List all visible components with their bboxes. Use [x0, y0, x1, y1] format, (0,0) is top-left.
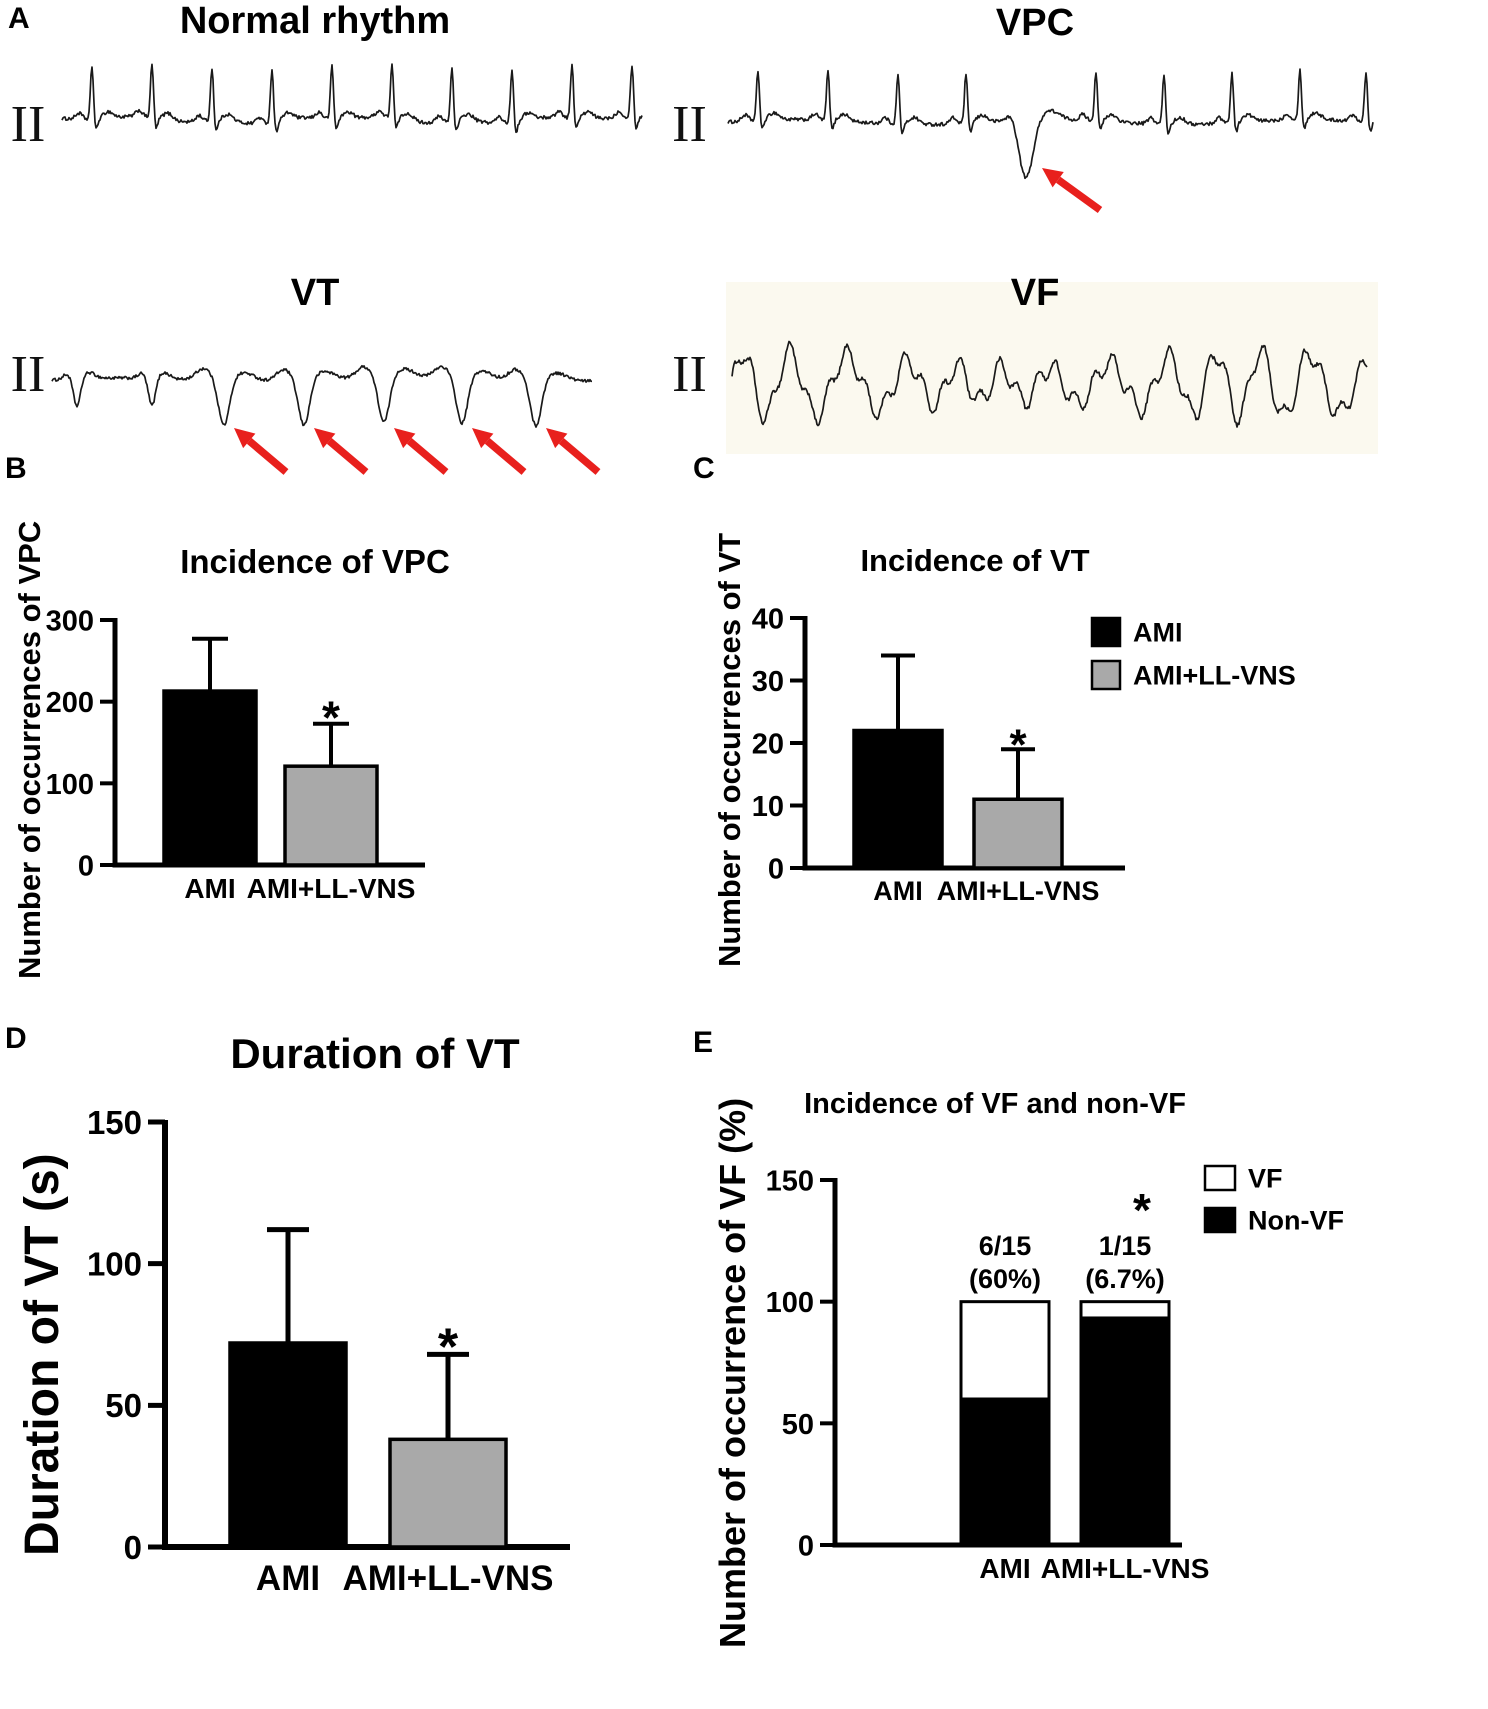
- legend-swatch: [1090, 659, 1122, 691]
- bar-ami: [228, 1341, 348, 1549]
- panel-label-a: A: [8, 2, 30, 35]
- lead-label-vf: II: [672, 346, 707, 403]
- trace-title-normal-rhythm: Normal rhythm: [179, 0, 451, 42]
- y-tick-label: 200: [46, 687, 94, 719]
- y-tick-label: 100: [766, 1287, 814, 1319]
- trace-title-vf: VF: [1010, 272, 1060, 314]
- bar-segment-vf-ami: [959, 1300, 1051, 1401]
- legend-label: VF: [1248, 1164, 1283, 1194]
- ecg-waveform-vt: [51, 364, 592, 428]
- ecg-waveform-vf: [731, 340, 1368, 428]
- chart-incidence-of-vt: 0 10 20 30 40 AMI AMI+LL-VNS AMI AMI+LL-VNS *: [752, 603, 1296, 906]
- vt-arrow-icon: [314, 428, 369, 475]
- chart-c-title: Incidence of VT: [860, 543, 1090, 578]
- y-tick-label: 50: [782, 1409, 814, 1441]
- vt-arrow-icon: [234, 428, 289, 475]
- bar-ami: [852, 728, 944, 870]
- bar-ami: [162, 689, 258, 867]
- bar-annotation: 6/15: [979, 1231, 1032, 1261]
- legend-label: Non-VF: [1248, 1206, 1344, 1236]
- vt-arrow-icon: [546, 428, 601, 475]
- lead-label-normal: II: [10, 96, 46, 153]
- legend-swatch: [1090, 616, 1122, 648]
- category-label: AMI: [184, 873, 235, 904]
- significance-star: *: [438, 1318, 459, 1376]
- bar-ami-ll-vns: [388, 1437, 508, 1549]
- ecg-waveform-normal: [61, 63, 643, 134]
- category-label: AMI+LL-VNS: [247, 873, 416, 904]
- panel-label-c: C: [693, 452, 715, 485]
- vt-arrow-icon: [472, 428, 527, 475]
- bar-segment-non-vf-ami-ll-vns: [1079, 1316, 1171, 1547]
- bar-segment-vf-ami-ll-vns: [1079, 1300, 1171, 1320]
- y-tick-label: 0: [78, 850, 94, 882]
- ecg-waveform-vpc: [727, 68, 1374, 180]
- ecg-trace-vt-svg: [51, 364, 601, 475]
- y-tick-label: 150: [87, 1104, 142, 1141]
- chart-b-title: Incidence of VPC: [180, 543, 450, 580]
- chart-d-title: Duration of VT: [230, 1030, 520, 1077]
- legend-label: AMI+LL-VNS: [1133, 661, 1296, 691]
- panel-label-b: B: [5, 452, 27, 485]
- lead-label-vpc: II: [672, 96, 707, 153]
- y-tick-label: 150: [766, 1165, 814, 1197]
- trace-title-vpc: VPC: [995, 2, 1075, 44]
- y-tick-label: 100: [46, 769, 94, 801]
- y-tick-label: 300: [46, 605, 94, 637]
- legend-swatch: [1203, 1206, 1237, 1234]
- legend-label: AMI: [1133, 618, 1183, 648]
- ecg-trace-vpc-svg: [727, 68, 1374, 214]
- category-label: AMI: [256, 1559, 320, 1598]
- y-tick-label: 0: [768, 853, 784, 885]
- vt-arrow-icon: [394, 428, 449, 475]
- significance-star: *: [1009, 720, 1027, 769]
- bar-annotation: 1/15: [1099, 1231, 1152, 1261]
- chart-duration-of-vt: 0 50 100 150 AMI AMI+LL-VNS *: [87, 1104, 570, 1598]
- category-label: AMI: [873, 876, 923, 906]
- y-tick-label: 10: [752, 791, 784, 823]
- significance-star: *: [322, 692, 340, 744]
- y-tick-label: 0: [798, 1530, 814, 1562]
- category-label: AMI+LL-VNS: [1041, 1553, 1210, 1584]
- y-tick-label: 100: [87, 1246, 142, 1283]
- bar-annotation: (6.7%): [1085, 1264, 1165, 1294]
- lead-label-vt: II: [10, 346, 46, 403]
- ecg-trace-vf-svg: [731, 340, 1368, 428]
- bar-segment-non-vf-ami: [959, 1397, 1051, 1547]
- y-tick-label: 40: [752, 603, 784, 635]
- chart-e-title: Incidence of VF and non-VF: [804, 1088, 1186, 1120]
- y-tick-label: 30: [752, 666, 784, 698]
- ecg-trace-normal-svg: [61, 63, 643, 134]
- chart-incidence-of-vpc: 0 100 200 300 AMI AMI+LL-VNS *: [46, 605, 425, 904]
- chart-incidence-of-vf-and-non-vf: 0 50 100 150 AMI AMI+LL-VNS 6/15(60%) 1/15(6.7%…: [766, 1164, 1344, 1584]
- legend-swatch: [1203, 1164, 1237, 1192]
- bar-ami-ll-vns: [972, 797, 1064, 870]
- category-label: AMI+LL-VNS: [937, 876, 1100, 906]
- panel-label-e: E: [693, 1026, 714, 1059]
- y-tick-label: 0: [124, 1529, 142, 1566]
- category-label: AMI+LL-VNS: [343, 1559, 554, 1598]
- y-tick-label: 50: [105, 1387, 142, 1424]
- panel-label-d: D: [5, 1022, 27, 1055]
- bar-ami-ll-vns: [283, 764, 379, 867]
- bar-annotation: (60%): [969, 1264, 1041, 1294]
- y-tick-label: 20: [752, 728, 784, 760]
- significance-star: *: [1133, 1184, 1151, 1236]
- category-label: AMI: [979, 1553, 1030, 1584]
- vpc-arrow-icon: [1042, 168, 1103, 214]
- trace-title-vt: VT: [290, 272, 340, 314]
